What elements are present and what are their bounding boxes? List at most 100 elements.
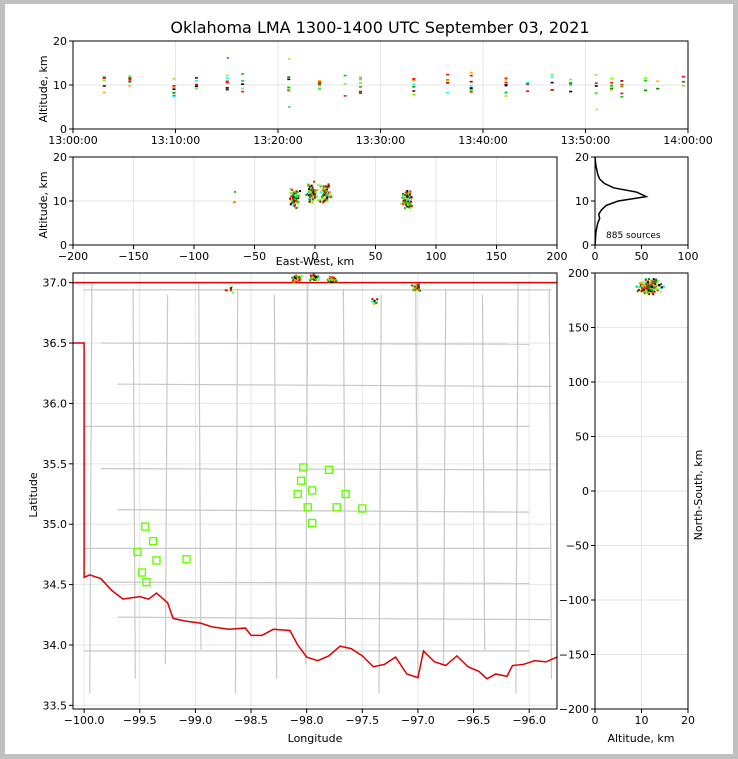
source-point [642, 283, 645, 286]
source-point [319, 200, 322, 203]
station-marker [148, 536, 158, 546]
source-point [331, 280, 334, 283]
source-point [293, 199, 296, 202]
ns-panel-ylabel: North-South, km [692, 450, 705, 541]
y-tick-label: 35.0 [43, 518, 68, 531]
source-point [610, 89, 614, 91]
x-tick-label: 0 [312, 250, 319, 263]
source-point [644, 285, 647, 288]
source-point [327, 186, 330, 189]
x-tick-label: 13:20:00 [253, 134, 302, 147]
source-point [195, 77, 198, 79]
source-point [446, 91, 450, 94]
plan-view-ylabel: Latitude [27, 472, 40, 518]
source-point [620, 80, 624, 82]
source-point [322, 201, 325, 204]
source-point [408, 193, 411, 196]
source-point [569, 78, 573, 81]
source-point [290, 188, 293, 191]
source-point [289, 196, 292, 199]
source-point [405, 201, 408, 204]
source-point [595, 108, 598, 111]
source-point [294, 204, 297, 207]
source-point [294, 198, 297, 201]
source-point [311, 198, 314, 201]
source-point [241, 90, 245, 93]
source-point [241, 80, 245, 82]
y-tick-label: 34.0 [43, 639, 68, 652]
county-line [481, 294, 486, 650]
source-point [300, 278, 303, 281]
source-point [660, 283, 663, 286]
axes-frame [72, 272, 558, 710]
source-point [324, 198, 327, 201]
source-point [294, 202, 297, 205]
source-point [287, 88, 291, 90]
source-point [650, 290, 653, 293]
x-tick-label: −99.5 [123, 714, 157, 727]
source-point [404, 197, 407, 200]
source-point [317, 275, 320, 278]
source-point [241, 87, 245, 90]
source-point [225, 77, 229, 79]
x-tick-label: 50 [369, 250, 383, 263]
source-point [469, 74, 473, 77]
source-point [410, 205, 413, 208]
source-point [289, 197, 292, 200]
source-point [287, 86, 291, 89]
source-point [326, 198, 329, 201]
source-point [312, 192, 315, 195]
source-point [295, 198, 298, 201]
county-line [273, 294, 278, 679]
county-line [378, 294, 382, 694]
x-tick-label: 0 [592, 714, 599, 727]
source-point [403, 198, 406, 201]
source-point [408, 204, 411, 207]
source-point [326, 195, 329, 198]
source-point [648, 290, 651, 293]
source-point [620, 84, 624, 87]
county-line [415, 282, 419, 679]
x-tick-label: 13:40:00 [458, 134, 507, 147]
station-marker [141, 522, 150, 531]
source-point [328, 276, 331, 279]
source-point [172, 77, 176, 80]
source-point [610, 81, 614, 84]
source-point [329, 196, 332, 199]
x-tick-label: 200 [547, 250, 568, 263]
source-point [469, 91, 473, 93]
source-point [653, 280, 656, 283]
source-point [638, 285, 641, 288]
source-point [309, 274, 312, 277]
source-point [642, 285, 645, 288]
source-point [644, 290, 647, 293]
source-point [646, 287, 649, 290]
y-tick-label: 20 [575, 151, 589, 164]
source-point [504, 78, 508, 81]
source-point [312, 188, 315, 191]
x-tick-label: 14:00:00 [663, 134, 712, 147]
source-point [343, 95, 347, 97]
source-point [313, 195, 316, 198]
source-point [658, 284, 661, 287]
source-point [681, 84, 685, 87]
source-point [652, 283, 655, 286]
source-point [316, 199, 319, 202]
source-point [290, 201, 293, 204]
source-point [310, 184, 313, 187]
source-point [410, 196, 413, 199]
source-point [296, 206, 299, 209]
source-point [326, 278, 329, 281]
source-point [404, 191, 407, 194]
source-point [373, 303, 376, 306]
source-point [315, 195, 318, 198]
source-point [172, 86, 176, 89]
source-point [291, 193, 294, 196]
source-point [313, 196, 316, 199]
source-point [307, 188, 310, 191]
source-point [287, 90, 291, 92]
source-point [297, 201, 300, 204]
source-point [293, 200, 296, 203]
source-point [290, 199, 293, 202]
source-point [652, 278, 655, 281]
